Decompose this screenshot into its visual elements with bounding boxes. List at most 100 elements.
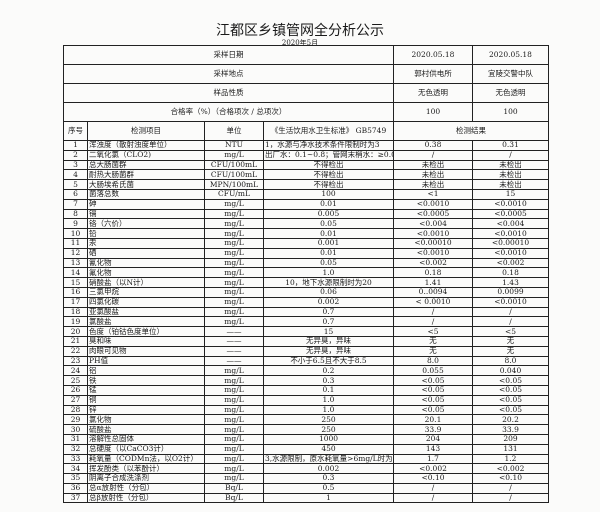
row-unit: mg/L xyxy=(204,286,264,298)
row-no: 20 xyxy=(63,326,88,337)
row-item: 菌落总数 xyxy=(87,188,205,200)
row-unit: mg/L xyxy=(204,404,264,416)
row-unit: mg/L xyxy=(204,316,264,328)
row-result-2: <0.05 xyxy=(472,404,549,416)
row-result-2: <0.0010 xyxy=(472,296,549,308)
row-result-2: <0.002 xyxy=(472,463,549,475)
row-item: 总硬度（以CaCO3计） xyxy=(87,443,205,455)
row-result-2: 0.31 xyxy=(472,140,549,151)
row-item: 锰 xyxy=(87,384,205,396)
row-result-2: 无 xyxy=(472,345,549,357)
row-item: 溶解性总固体 xyxy=(87,433,205,445)
row-result-1: <0.0010 xyxy=(393,198,473,210)
meta-value: 100 xyxy=(393,102,473,122)
table-row: 1 浑浊度（散射浊度单位） NTU 1，水源与净水技术条件限制时为3 0.38 0.31 xyxy=(63,140,549,151)
row-item: 浑浊度（散射浊度单位） xyxy=(87,140,205,151)
row-result-2: <5 xyxy=(472,326,549,337)
row-no: 19 xyxy=(63,316,88,328)
row-result-1: 无 xyxy=(393,335,473,347)
row-result-1: / xyxy=(393,316,473,328)
row-result-1: <0.05 xyxy=(393,384,473,396)
table-row: 10 铅 mg/L 0.01 <0.0010 <0.0010 xyxy=(63,228,549,239)
row-no: 25 xyxy=(63,375,88,386)
row-result-2: 未检出 xyxy=(472,169,549,181)
row-no: 11 xyxy=(63,237,88,249)
row-standard: 0.3 xyxy=(263,375,394,386)
row-standard: 0.06 xyxy=(263,286,394,298)
row-result-1: / xyxy=(393,492,473,504)
row-unit: mg/L xyxy=(204,433,264,445)
row-result-1: <0.05 xyxy=(393,375,473,386)
table-row: 26 锰 mg/L 0.1 <0.05 <0.05 xyxy=(63,384,549,396)
row-result-2: <0.0005 xyxy=(472,208,549,220)
row-standard: 0.05 xyxy=(263,218,394,230)
row-item: 砷 xyxy=(87,198,205,210)
row-no: 14 xyxy=(63,267,88,279)
table-row: 37 总β放射性（分包） Bq/L 1// xyxy=(63,492,549,504)
row-no: 15 xyxy=(63,277,88,288)
table-row: 15 硝酸盐（以N计） mg/L 10，地下水源限制时为20 1.41 1.43 xyxy=(63,277,549,288)
row-result-2: 未检出 xyxy=(472,159,549,171)
row-item: 铝 xyxy=(87,365,205,377)
row-no: 5 xyxy=(63,179,88,190)
row-no: 32 xyxy=(63,443,88,455)
row-standard: 0.01 xyxy=(263,228,394,239)
table-row: 32 总硬度（以CaCO3计） mg/L 450 143 131 xyxy=(63,443,549,455)
row-result-1: 33.9 xyxy=(393,424,473,435)
row-result-1: 204 xyxy=(393,433,473,445)
row-item: 臭和味 xyxy=(87,335,205,347)
row-item: 硒 xyxy=(87,247,205,259)
table-row: 33 耗氧量（CODMn法，以O2计） mg/L 3,水源限制，原水耗氧量>6mg/L… xyxy=(63,453,549,465)
table-row: 20 色度（铂钴色度单位） —— 15 <5 <5 xyxy=(63,326,549,337)
row-item: 亚氯酸盐 xyxy=(87,306,205,318)
row-item: 阴离子合成洗涤剂 xyxy=(87,473,205,484)
header-standard: 《生活饮用水卫生标准》 GB5749 xyxy=(263,121,394,141)
row-standard: 0.3 xyxy=(263,473,394,484)
row-item: PH值 xyxy=(87,355,205,367)
row-item: 总β放射性（分包） xyxy=(87,492,205,504)
row-result-2: / xyxy=(472,316,549,328)
row-unit: mg/L xyxy=(204,375,264,386)
meta-label: 采样日期 xyxy=(63,45,394,65)
meta-value: 宜陵交警中队 xyxy=(472,64,549,84)
row-no: 36 xyxy=(63,482,88,494)
row-unit: mg/L xyxy=(204,257,264,269)
table-row: 2 二氧化氯（CLO2) mg/L 出厂水：0.1~0.8；管网末梢水：≥0.02// xyxy=(63,149,549,161)
meta-label: 样品性质 xyxy=(63,83,394,103)
row-unit: mg/L xyxy=(204,208,264,220)
meta-value: 2020.05.18 xyxy=(393,45,473,65)
table-row: 12 硒 mg/L 0.01 <0.0010 <0.0010 xyxy=(63,247,549,259)
table-row: 18 亚氯酸盐 mg/L 0.7// xyxy=(63,306,549,318)
row-no: 9 xyxy=(63,218,88,230)
row-result-2: 33.9 xyxy=(472,424,549,435)
row-standard: 250 xyxy=(263,424,394,435)
row-standard: 0.2 xyxy=(263,365,394,377)
row-standard: 0.002 xyxy=(263,296,394,308)
row-unit: mg/L xyxy=(204,149,264,161)
row-unit: mg/L xyxy=(204,443,264,455)
row-result-1: <0.05 xyxy=(393,404,473,416)
row-standard: 出厂水：0.1~0.8；管网末梢水：≥0.02 xyxy=(263,149,394,161)
meta-value: 2020.05.18 xyxy=(472,45,549,65)
row-no: 13 xyxy=(63,257,88,269)
row-standard: 10，地下水源限制时为20 xyxy=(263,277,394,288)
row-unit: CFU/100mL xyxy=(204,169,264,181)
table-row: 9 铬（六价） mg/L 0.05 <0.004 <0.004 xyxy=(63,218,549,230)
row-standard: 不得检出 xyxy=(263,169,394,181)
row-no: 21 xyxy=(63,335,88,347)
table-row: 34 挥发酚类（以苯酚计） mg/L 0.002 <0.002 <0.002 xyxy=(63,463,549,475)
row-item: 硫酸盐 xyxy=(87,424,205,435)
row-standard: 0.1 xyxy=(263,384,394,396)
row-result-1: <0.0005 xyxy=(393,208,473,220)
table-row: 27 铜 mg/L 1.0 <0.05 <0.05 xyxy=(63,394,549,406)
row-unit: mg/L xyxy=(204,473,264,484)
row-unit: —— xyxy=(204,355,264,367)
row-unit: Bq/L xyxy=(204,492,264,504)
row-item: 汞 xyxy=(87,237,205,249)
row-item: 氯酸盐 xyxy=(87,316,205,328)
row-standard: 1000 xyxy=(263,433,394,445)
row-result-2: 0.040 xyxy=(472,365,549,377)
row-result-2: 8.0 xyxy=(472,355,549,367)
meta-value: 郭村供电所 xyxy=(393,64,473,84)
meta-row: 样品性质 无色透明 无色透明 xyxy=(63,83,549,103)
